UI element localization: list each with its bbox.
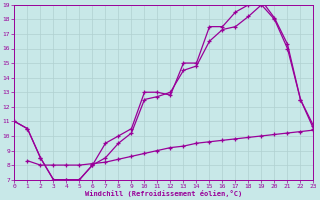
- X-axis label: Windchill (Refroidissement éolien,°C): Windchill (Refroidissement éolien,°C): [85, 190, 243, 197]
